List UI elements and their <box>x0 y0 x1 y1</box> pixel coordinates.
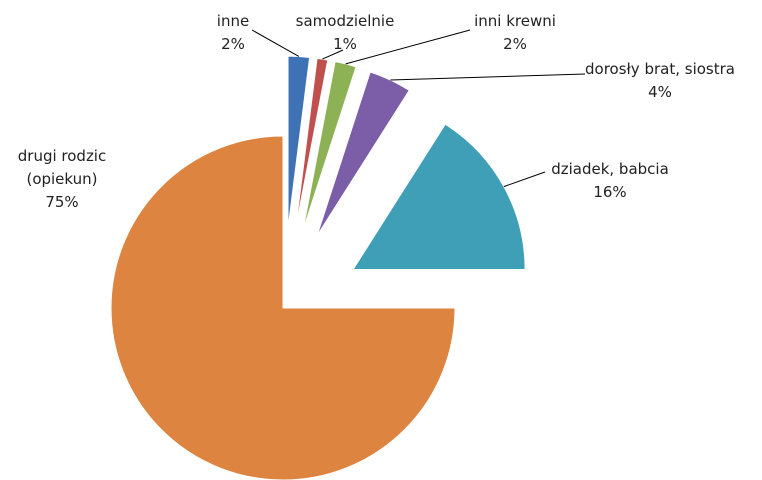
slice-label: dorosły brat, siostra 4% <box>565 58 755 104</box>
leader-line <box>322 49 344 60</box>
value-label: 4% <box>648 83 672 101</box>
category-label: inne <box>216 12 250 30</box>
slice-label: inne 2% <box>203 10 263 56</box>
leader-line <box>345 29 471 65</box>
pie-slice <box>110 135 456 480</box>
slice-label: drugi rodzic (opiekun) 75% <box>7 145 117 214</box>
pie-slice <box>287 55 311 229</box>
value-label: 16% <box>593 183 627 201</box>
value-label: 75% <box>45 193 79 211</box>
pie-slice <box>352 123 526 270</box>
category-label: dorosły brat, siostra <box>585 60 735 78</box>
category-label: dziadek, babcia <box>551 160 669 178</box>
slice-label: inni krewni 2% <box>460 10 570 56</box>
category-label: inni krewni <box>474 12 556 30</box>
value-label: 1% <box>333 35 357 53</box>
category-label: drugi rodzic (opiekun) <box>17 147 107 188</box>
pie-slice <box>295 57 329 230</box>
leader-line <box>503 171 546 188</box>
leader-line <box>390 73 586 81</box>
slice-label: dziadek, babcia 16% <box>540 158 680 204</box>
leader-line <box>251 29 300 57</box>
value-label: 2% <box>221 35 245 53</box>
category-label: samodzielnie <box>295 12 395 30</box>
value-label: 2% <box>503 35 527 53</box>
slice-label: samodzielnie 1% <box>290 10 400 56</box>
